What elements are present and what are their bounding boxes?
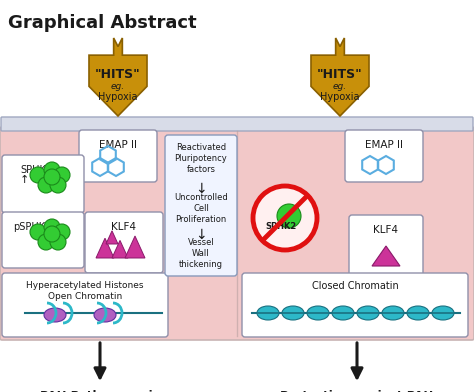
Circle shape <box>54 167 70 183</box>
Text: KLF4: KLF4 <box>111 222 137 232</box>
Text: Graphical Abstract: Graphical Abstract <box>8 14 197 32</box>
Polygon shape <box>311 38 369 116</box>
Text: KLF4: KLF4 <box>374 225 399 235</box>
Text: Hypoxia: Hypoxia <box>98 92 138 102</box>
Polygon shape <box>96 238 114 258</box>
FancyBboxPatch shape <box>85 212 163 273</box>
Polygon shape <box>125 236 145 258</box>
Text: eg.: eg. <box>333 82 347 91</box>
Circle shape <box>44 226 60 242</box>
Text: Closed Chromatin: Closed Chromatin <box>311 281 398 291</box>
FancyBboxPatch shape <box>2 155 84 213</box>
Circle shape <box>50 177 66 193</box>
Text: PAH Pathogenesis: PAH Pathogenesis <box>40 390 160 392</box>
Ellipse shape <box>307 306 329 320</box>
FancyBboxPatch shape <box>2 212 84 268</box>
Text: Uncontrolled
Cell
Proliferation: Uncontrolled Cell Proliferation <box>174 193 228 224</box>
Polygon shape <box>89 38 147 116</box>
Text: Reactivated
Pluripotency
factors: Reactivated Pluripotency factors <box>174 143 228 174</box>
FancyBboxPatch shape <box>345 130 423 182</box>
Text: ↓: ↓ <box>195 182 207 196</box>
Circle shape <box>44 219 60 235</box>
FancyBboxPatch shape <box>2 273 168 337</box>
Circle shape <box>30 167 46 183</box>
Circle shape <box>44 162 60 178</box>
Text: SPHK2: SPHK2 <box>20 165 52 175</box>
FancyBboxPatch shape <box>1 117 473 131</box>
Polygon shape <box>372 246 400 266</box>
FancyBboxPatch shape <box>165 135 237 276</box>
Circle shape <box>253 186 317 250</box>
Circle shape <box>38 177 54 193</box>
Text: Hyperacetylated Histones
Open Chromatin: Hyperacetylated Histones Open Chromatin <box>26 281 144 301</box>
Circle shape <box>277 204 301 228</box>
Ellipse shape <box>282 306 304 320</box>
Text: Protection against PAH: Protection against PAH <box>281 390 434 392</box>
Ellipse shape <box>44 308 66 322</box>
Circle shape <box>50 234 66 250</box>
Text: ↑: ↑ <box>20 175 29 185</box>
Text: ↓: ↓ <box>195 228 207 242</box>
FancyBboxPatch shape <box>79 130 157 182</box>
Ellipse shape <box>357 306 379 320</box>
Polygon shape <box>112 240 128 258</box>
Circle shape <box>30 224 46 240</box>
Text: pSPHK2: pSPHK2 <box>13 222 51 232</box>
FancyBboxPatch shape <box>0 127 474 340</box>
Text: EMAP II: EMAP II <box>99 140 137 150</box>
Ellipse shape <box>94 308 116 322</box>
Polygon shape <box>106 231 118 244</box>
Ellipse shape <box>407 306 429 320</box>
FancyBboxPatch shape <box>349 215 423 276</box>
Ellipse shape <box>382 306 404 320</box>
Circle shape <box>44 169 60 185</box>
Ellipse shape <box>432 306 454 320</box>
Circle shape <box>54 224 70 240</box>
Text: Vessel
Wall
thickening: Vessel Wall thickening <box>179 238 223 269</box>
Text: "HITS": "HITS" <box>317 67 363 80</box>
Text: SPHK2: SPHK2 <box>265 221 297 230</box>
Text: EMAP II: EMAP II <box>365 140 403 150</box>
Text: Hypoxia: Hypoxia <box>320 92 360 102</box>
FancyBboxPatch shape <box>242 273 468 337</box>
Ellipse shape <box>257 306 279 320</box>
Circle shape <box>38 234 54 250</box>
Ellipse shape <box>332 306 354 320</box>
Text: "HITS": "HITS" <box>95 67 141 80</box>
Text: eg.: eg. <box>111 82 125 91</box>
